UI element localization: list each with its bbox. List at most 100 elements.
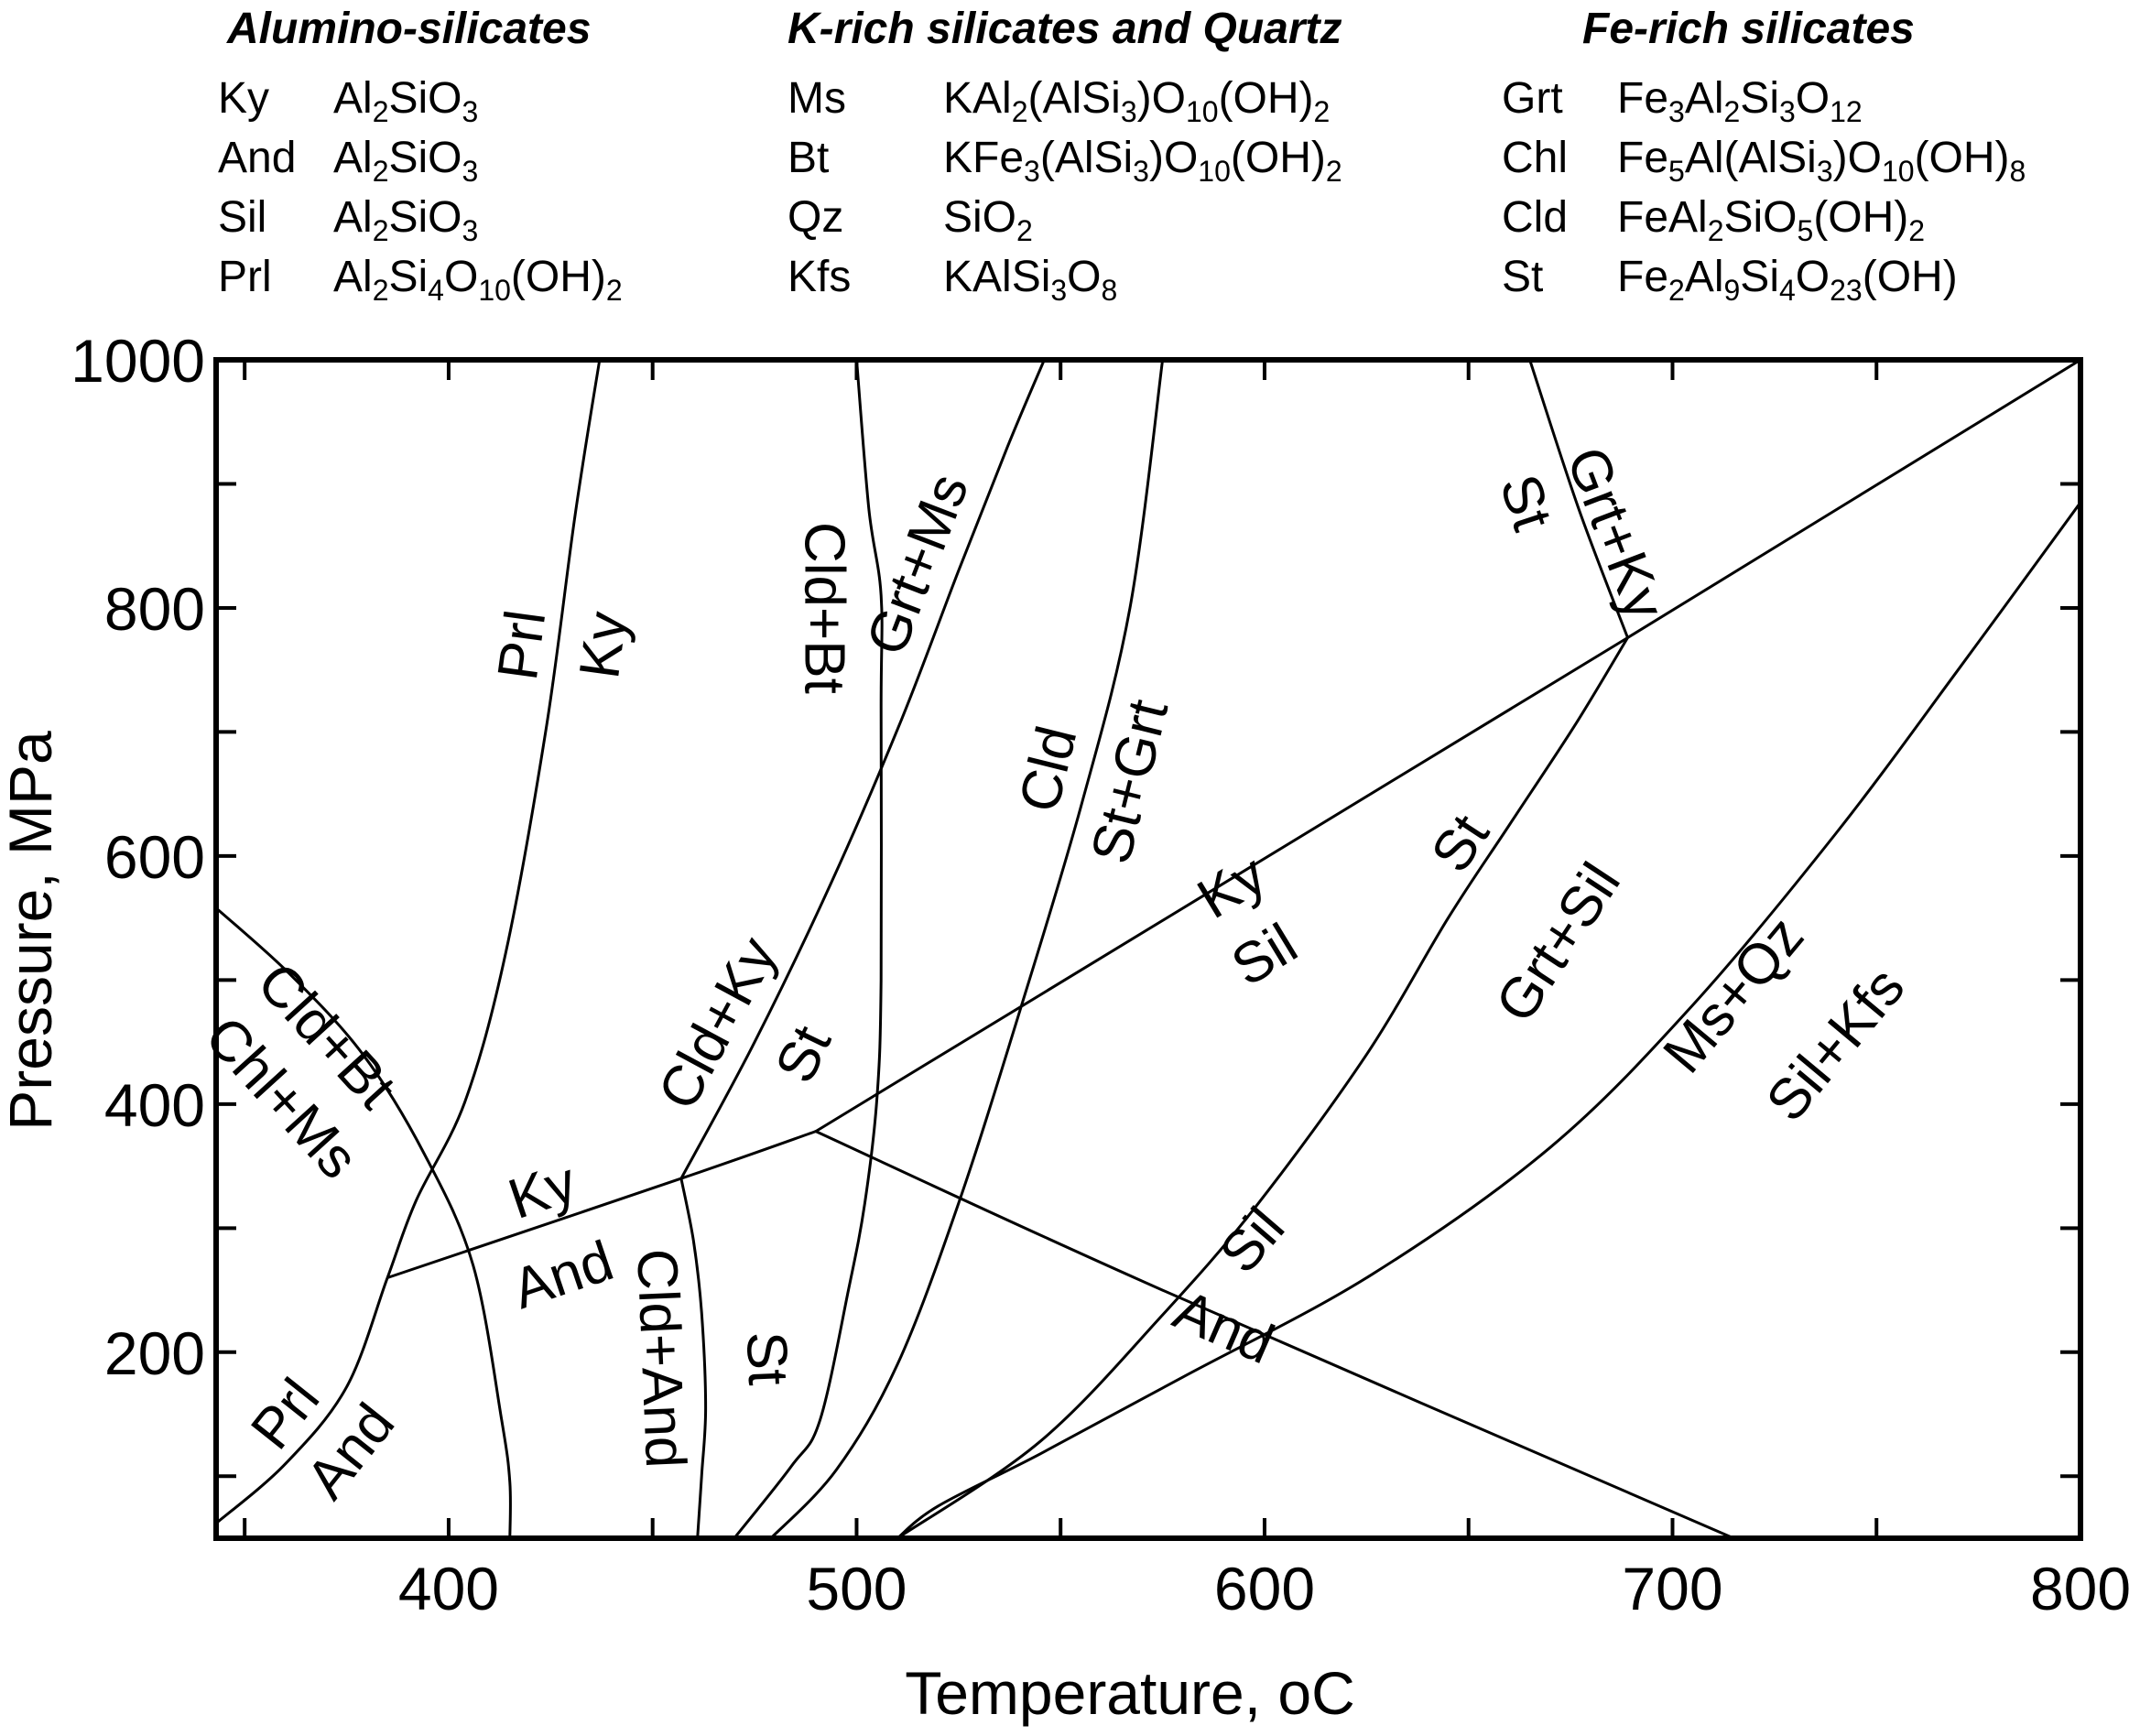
formula-text: FeAl	[1617, 193, 1708, 242]
x-axis-label: Temperature, oC	[905, 1659, 1355, 1727]
formula-subscript: 3	[462, 95, 479, 129]
formula-subscript: 3	[1816, 155, 1833, 189]
x-tick-label: 500	[806, 1555, 907, 1622]
formula-subscript: 2	[372, 274, 389, 308]
formula-subscript: 10	[1881, 155, 1915, 189]
mineral-abbreviation: Ky	[218, 74, 270, 123]
formula-text: Si	[1740, 253, 1779, 301]
field-label: Sil	[1222, 912, 1309, 999]
formula-text: KAlSi	[943, 253, 1051, 301]
formula-subscript: 3	[1024, 155, 1040, 189]
y-tick-label: 800	[104, 575, 205, 643]
formula-subscript: 2	[1707, 214, 1724, 248]
x-tick-label: 400	[398, 1555, 499, 1622]
field-label: Cld+Ky	[646, 928, 789, 1120]
field-label: St	[764, 1016, 844, 1092]
formula-subscript: 10	[478, 274, 511, 308]
formula-text: Al	[1684, 74, 1724, 123]
mineral-formula: KAlSi3O8	[943, 250, 1117, 305]
mineral-abbreviation: Chl	[1502, 134, 1569, 182]
mineral-legend: Alumino-silicates Ky Al2SiO3 And Al2SiO3 Sil A…	[0, 0, 2140, 330]
formula-subscript: 3	[1050, 274, 1068, 308]
formula-text: SiO	[388, 193, 462, 242]
formula-text: (OH)	[1230, 134, 1326, 182]
mineral-formula: SiO2	[943, 190, 1033, 245]
formula-subscript: 2	[1668, 274, 1685, 308]
y-tick-label: 1000	[71, 327, 205, 395]
formula-text: (OH)	[1914, 134, 2010, 182]
mineral-abbreviation: Bt	[788, 134, 830, 182]
x-tick-label: 600	[1214, 1555, 1315, 1622]
formula-text: Al	[333, 134, 373, 182]
mineral-abbreviation: Grt	[1502, 74, 1563, 123]
mineral-formula: KAl2(AlSi3)O10(OH)2	[943, 71, 1330, 126]
field-label: St	[734, 1330, 799, 1386]
formula-text: O	[443, 253, 479, 301]
formula-text: (OH)	[510, 253, 606, 301]
mineral-formula: FeAl2SiO5(OH)2	[1617, 190, 1925, 245]
mineral-abbreviation: Qz	[788, 193, 844, 242]
mineral-abbreviation: Sil	[218, 193, 267, 242]
legend-column-title: K-rich silicates and Quartz	[788, 5, 1342, 53]
mineral-formula: Al2SiO3	[333, 71, 478, 126]
mineral-formula: Fe5Al(AlSi3)O10(OH)8	[1617, 131, 2026, 186]
mineral-formula: KFe3(AlSi3)O10(OH)2	[943, 131, 1342, 186]
reaction-curve-8	[679, 1177, 708, 1538]
formula-subscript: 2	[372, 95, 389, 129]
axis-ticks	[216, 358, 2082, 1538]
y-tick-label: 200	[104, 1319, 205, 1387]
formula-text: SiO	[943, 193, 1017, 242]
reaction-curve-13	[896, 501, 2080, 1538]
reaction-curve-3	[815, 636, 1629, 1133]
formula-subscript: 8	[2009, 155, 2026, 189]
formula-subscript: 8	[1101, 274, 1118, 308]
field-label: Ky	[501, 1150, 584, 1231]
formula-subscript: 3	[462, 214, 479, 248]
field-label: Prl	[486, 606, 559, 683]
x-tick-label: 800	[2030, 1555, 2131, 1622]
reaction-curve-6	[216, 906, 512, 1538]
formula-subscript: 9	[1723, 274, 1741, 308]
formula-subscript: 2	[1016, 214, 1033, 248]
formula-subscript: 4	[428, 274, 444, 308]
mineral-formula: Al2SiO3	[333, 131, 478, 186]
reaction-curve-4	[1626, 360, 2080, 639]
formula-text: SiO	[388, 134, 462, 182]
tick-labels: 400 500 600 700 800 200 400 600 800 1000	[71, 327, 2131, 1622]
reaction-curve-12	[896, 636, 1629, 1538]
reaction-curves	[216, 360, 2080, 1538]
legend-column-title: Alumino-silicates	[227, 5, 592, 53]
field-label: St+Grt	[1080, 694, 1180, 870]
mineral-abbreviation: Ms	[788, 74, 846, 123]
formula-text: Al	[333, 193, 373, 242]
formula-subscript: 3	[1668, 95, 1685, 129]
field-label: And	[505, 1229, 621, 1321]
formula-text: Fe	[1617, 253, 1669, 301]
legend-column-title: Fe-rich silicates	[1582, 5, 1915, 53]
formula-text: Fe	[1617, 74, 1669, 123]
formula-subscript: 2	[372, 214, 389, 248]
reaction-curve-9	[733, 360, 884, 1538]
formula-subscript: 3	[1778, 95, 1796, 129]
reaction-curve-7	[679, 360, 1046, 1179]
mineral-formula: Fe3Al2Si3O12	[1617, 71, 1863, 126]
formula-subscript: 23	[1830, 274, 1863, 308]
formula-text: Al	[333, 74, 373, 123]
field-label: Grt+Ky	[1554, 439, 1677, 627]
reaction-curve-2	[386, 1130, 817, 1279]
reaction-curve-1	[216, 360, 602, 1524]
formula-subscript: 10	[1198, 155, 1231, 189]
formula-subscript: 2	[1908, 214, 1926, 248]
formula-text: Si	[1740, 74, 1779, 123]
reaction-curve-10	[769, 360, 1165, 1538]
mineral-abbreviation: St	[1502, 253, 1544, 301]
formula-subscript: 2	[372, 155, 389, 189]
formula-text: (AlSi	[1027, 74, 1121, 123]
formula-subscript: 2	[1313, 95, 1331, 129]
formula-subscript: 12	[1830, 95, 1863, 129]
mineral-formula: Fe2Al9Si4O23(OH)	[1617, 250, 1958, 305]
formula-subscript: 4	[1778, 274, 1796, 308]
mineral-abbreviation: Kfs	[788, 253, 852, 301]
x-tick-label: 700	[1622, 1555, 1722, 1622]
field-label: Cld	[1007, 721, 1089, 819]
